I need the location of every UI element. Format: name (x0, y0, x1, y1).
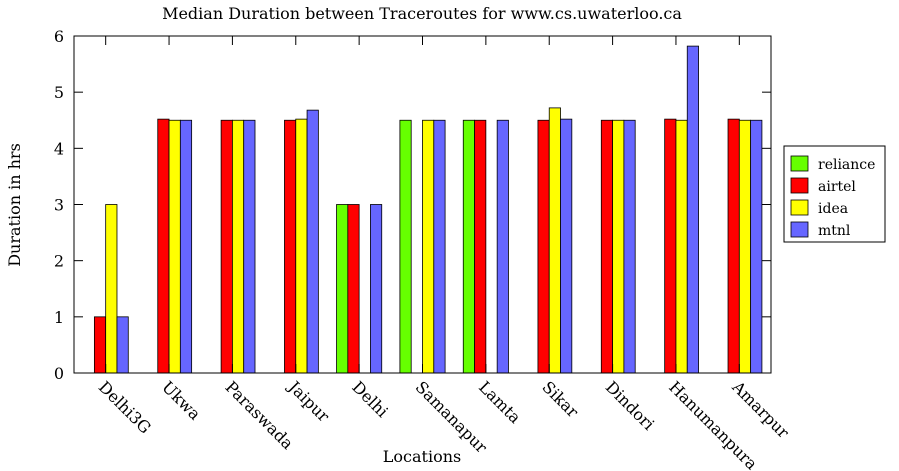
y-axis: 0 1 2 3 4 5 6 (54, 27, 771, 383)
x-tick-label-ukwa: Ukwa (158, 377, 205, 424)
legend-swatch-airtel (790, 177, 809, 194)
bar-reliance-samanapur (399, 119, 412, 374)
bar-airtel-dindori (600, 119, 613, 374)
bar-airtel-paraswada (220, 119, 233, 374)
x-axis-label: Locations (383, 447, 461, 466)
legend-label-mtnl: mtnl (818, 223, 851, 239)
plot-frame (73, 35, 772, 374)
y-axis-label: Duration in hrs (5, 143, 24, 267)
bars-group (93, 45, 763, 374)
bar-airtel-hanumanpura (664, 118, 677, 374)
legend-label-idea: idea (818, 201, 848, 217)
bar-idea-paraswada (232, 119, 245, 374)
bar-mtnl-delhi3g (116, 316, 129, 374)
y-tick-label: 6 (54, 27, 64, 46)
bar-airtel-delhi3g (93, 316, 107, 374)
bar-reliance-lamta (462, 119, 475, 374)
x-tick-label-dindori: Dindori (602, 377, 658, 433)
bar-idea-dindori (612, 119, 625, 374)
bar-mtnl-delhi (370, 204, 383, 374)
x-tick-label-lamta: Lamta (475, 377, 525, 427)
y-tick-label: 4 (54, 139, 64, 158)
bar-idea-hanumanpura (675, 119, 688, 374)
bar-mtnl-paraswada (243, 119, 256, 374)
bar-mtnl-ukwa (179, 119, 193, 374)
bar-mtnl-hanumanpura (686, 45, 699, 374)
bar-airtel-jaipur (284, 119, 297, 374)
bar-airtel-ukwa (157, 118, 170, 374)
x-tick-label-delhi3g: Delhi3G (95, 377, 155, 437)
chart-title: Median Duration between Traceroutes for … (162, 4, 682, 23)
x-tick-label-jaipur: Jaipur (284, 376, 334, 426)
x-tick-label-sikar: Sikar (538, 377, 582, 421)
legend-swatch-reliance (790, 155, 809, 172)
bar-airtel-delhi (347, 204, 360, 374)
bar-airtel-amarpur (727, 118, 740, 374)
bar-reliance-delhi (336, 204, 349, 374)
bar-idea-sikar (548, 107, 561, 374)
legend: reliance airtel idea mtnl (783, 145, 886, 243)
bar-mtnl-sikar (560, 118, 573, 374)
bar-mtnl-samanapur (433, 119, 446, 374)
bar-idea-amarpur (738, 119, 752, 374)
legend-swatch-mtnl (790, 221, 809, 238)
y-tick-label: 3 (54, 196, 64, 215)
bar-idea-ukwa (168, 119, 181, 374)
bar-mtnl-amarpur (750, 119, 763, 374)
legend-label-airtel: airtel (818, 179, 856, 195)
x-tick-label-amarpur: Amarpur (728, 377, 793, 442)
bar-airtel-lamta (474, 119, 487, 374)
bar-airtel-sikar (537, 119, 550, 374)
y-tick-label: 1 (54, 308, 64, 327)
y-tick-label: 0 (54, 364, 64, 383)
bar-mtnl-dindori (623, 119, 636, 374)
legend-swatch-idea (790, 199, 809, 216)
legend-label-reliance: reliance (818, 157, 875, 173)
bar-idea-samanapur (422, 119, 435, 374)
bar-mtnl-jaipur (306, 109, 319, 374)
x-tick-label-delhi: Delhi (348, 377, 392, 421)
bar-idea-jaipur (295, 118, 308, 374)
bar-mtnl-lamta (496, 119, 509, 374)
y-tick-label: 2 (54, 252, 64, 271)
y-tick-label: 5 (54, 83, 64, 102)
bar-idea-delhi3g (105, 204, 118, 374)
